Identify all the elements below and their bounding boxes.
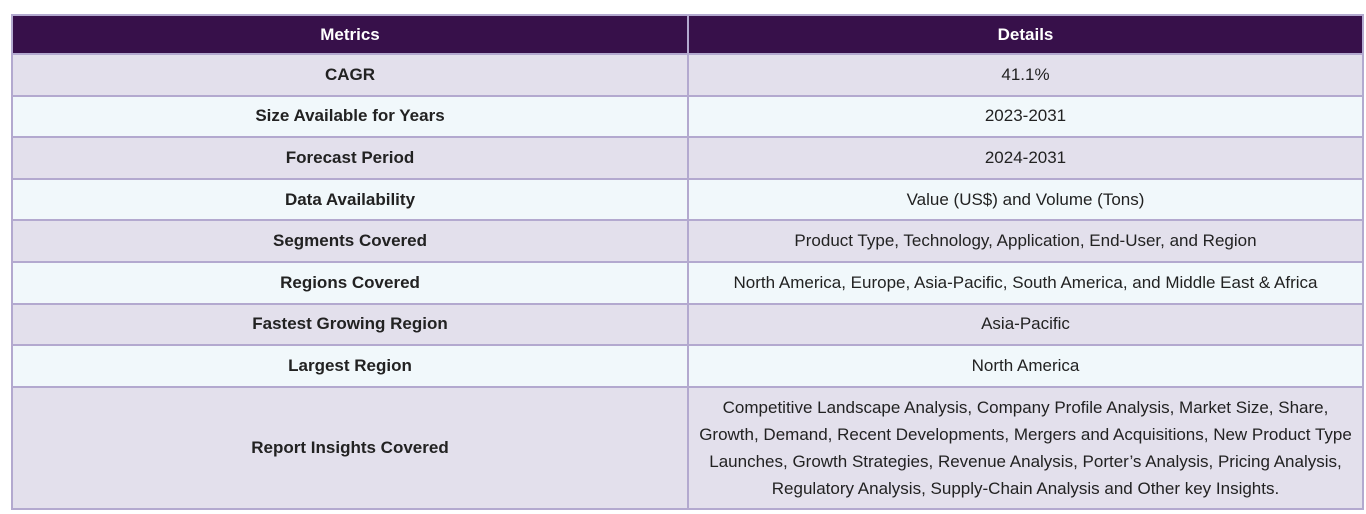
table-row: Fastest Growing Region Asia-Pacific <box>11 302 1364 347</box>
table-row: Segments Covered Product Type, Technolog… <box>11 219 1364 263</box>
metric-cell: Regions Covered <box>11 260 689 305</box>
metrics-column-header: Metrics <box>11 14 689 55</box>
detail-cell: 41.1% <box>687 53 1364 97</box>
metric-cell: Report Insights Covered <box>11 385 689 510</box>
report-metrics-table-container: Metrics Details CAGR 41.1% Size Availabl… <box>11 14 1364 510</box>
detail-cell: North America <box>687 344 1364 388</box>
table-row: Regions Covered North America, Europe, A… <box>11 260 1364 305</box>
detail-cell: Competitive Landscape Analysis, Company … <box>687 385 1364 510</box>
metric-cell: Size Available for Years <box>11 94 689 139</box>
table-header-row: Metrics Details <box>11 14 1364 55</box>
report-metrics-table: Metrics Details CAGR 41.1% Size Availabl… <box>11 14 1364 510</box>
table-row: Forecast Period 2024-2031 <box>11 136 1364 180</box>
metric-cell: Largest Region <box>11 344 689 388</box>
detail-cell: Product Type, Technology, Application, E… <box>687 219 1364 263</box>
detail-cell: Value (US$) and Volume (Tons) <box>687 177 1364 222</box>
metric-cell: Fastest Growing Region <box>11 302 689 347</box>
table-row: Largest Region North America <box>11 344 1364 388</box>
table-row: Size Available for Years 2023-2031 <box>11 94 1364 139</box>
detail-cell: Asia-Pacific <box>687 302 1364 347</box>
table-row: Report Insights Covered Competitive Land… <box>11 385 1364 510</box>
metric-cell: CAGR <box>11 53 689 97</box>
metric-cell: Data Availability <box>11 177 689 222</box>
table-row: CAGR 41.1% <box>11 53 1364 97</box>
detail-cell: 2024-2031 <box>687 136 1364 180</box>
details-column-header: Details <box>687 14 1364 55</box>
metric-cell: Forecast Period <box>11 136 689 180</box>
table-row: Data Availability Value (US$) and Volume… <box>11 177 1364 222</box>
metric-cell: Segments Covered <box>11 219 689 263</box>
detail-cell: North America, Europe, Asia-Pacific, Sou… <box>687 260 1364 305</box>
detail-cell: 2023-2031 <box>687 94 1364 139</box>
